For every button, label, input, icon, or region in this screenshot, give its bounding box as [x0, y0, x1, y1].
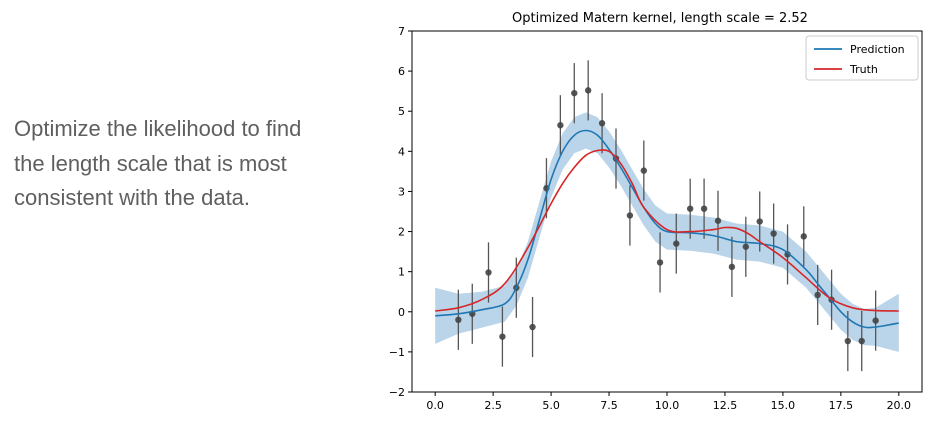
x-tick-label: 15.0	[771, 399, 796, 412]
data-point	[626, 212, 634, 219]
data-point	[485, 269, 492, 276]
data-point	[728, 263, 736, 271]
data-point	[499, 333, 506, 340]
axis-ticks: 0.0 2.5 5.0 7.5 10.0 12.5 15.0 17.5 20.0 −2 −1 0 1 2 3…	[389, 25, 911, 412]
data-point	[770, 230, 777, 237]
y-tick-label: 0	[398, 306, 405, 319]
data-point	[673, 240, 680, 247]
y-tick-label: 1	[398, 266, 405, 279]
data-point	[455, 316, 462, 323]
data-point	[844, 337, 852, 345]
data-point	[714, 217, 722, 224]
slide-caption: Optimize the likelihood to find the leng…	[14, 112, 364, 216]
x-tick-label: 5.0	[542, 399, 560, 412]
data-point	[598, 120, 606, 127]
legend-prediction-label: Prediction	[850, 43, 905, 56]
truth-line	[435, 149, 899, 312]
legend: Prediction Truth	[805, 35, 919, 81]
y-tick-label: 5	[398, 105, 405, 118]
data-point	[686, 205, 694, 212]
data-point	[656, 259, 664, 266]
data-point	[756, 218, 763, 225]
y-tick-label: 4	[398, 145, 405, 158]
y-tick-label: −2	[389, 386, 405, 399]
data-point	[858, 337, 865, 345]
chart-title: Optimized Matern kernel, length scale = …	[512, 11, 808, 26]
data-point	[529, 323, 536, 331]
y-tick-label: 7	[398, 25, 405, 38]
y-tick-label: −1	[389, 346, 405, 359]
plot-area	[435, 60, 899, 372]
data-point	[571, 89, 578, 97]
caption-line-3: consistent with the data.	[14, 185, 251, 210]
y-tick-label: 3	[398, 185, 405, 198]
x-tick-label: 10.0	[655, 399, 680, 412]
data-point	[784, 251, 791, 258]
x-tick-label: 12.5	[713, 399, 738, 412]
x-tick-label: 2.5	[484, 399, 502, 412]
caption-line-1: Optimize the likelihood to find	[14, 116, 302, 141]
y-tick-label: 6	[398, 65, 405, 78]
data-point	[700, 205, 708, 212]
data-point	[557, 122, 564, 129]
data-point	[800, 233, 807, 240]
data-point	[872, 317, 879, 324]
x-tick-label: 17.5	[829, 399, 854, 412]
x-tick-label: 0.0	[426, 399, 444, 412]
data-point	[584, 87, 592, 94]
x-tick-label: 7.5	[600, 399, 618, 412]
data-point	[742, 243, 750, 250]
caption-line-2: the length scale that is most	[14, 150, 287, 176]
data-point	[814, 291, 821, 299]
data-point	[640, 167, 648, 174]
plot-frame	[411, 30, 923, 393]
x-tick-label: 20.0	[887, 399, 912, 412]
legend-truth-label: Truth	[849, 63, 878, 76]
y-tick-label: 2	[398, 226, 405, 239]
